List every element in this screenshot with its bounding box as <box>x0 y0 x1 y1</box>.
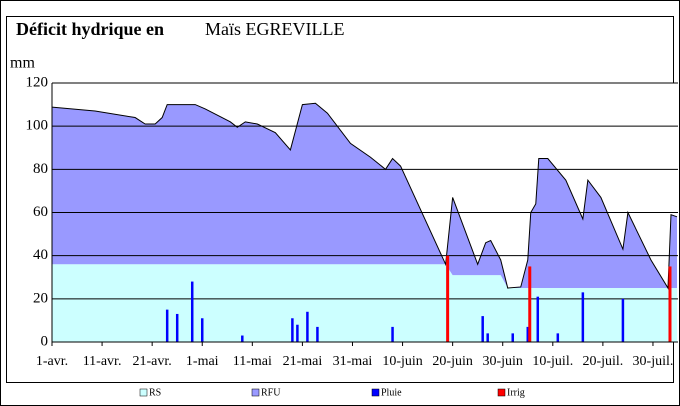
chart-title: Déficit hydrique en <box>16 19 164 39</box>
x-tick-label: 20-juil. <box>582 354 623 369</box>
bar-pluie <box>481 316 484 342</box>
legend-label: Pluie <box>381 387 402 398</box>
x-tick-label: 30-juil. <box>633 354 674 369</box>
y-tick-label: 60 <box>33 204 48 220</box>
area-rs <box>52 264 677 342</box>
y-tick-label: 20 <box>33 290 48 306</box>
bar-pluie <box>486 333 489 342</box>
x-tick-label: 11-mai <box>233 354 272 369</box>
bar-pluie <box>175 313 179 342</box>
x-tick-label: 21-avr. <box>133 354 172 369</box>
bar-pluie <box>165 309 169 342</box>
x-tick-label: 20-juin <box>432 354 472 369</box>
y-tick-label: 40 <box>33 247 48 263</box>
bar-pluie <box>296 324 299 342</box>
area-rfu <box>52 103 677 289</box>
bar-pluie <box>200 318 204 342</box>
y-tick-label: 0 <box>41 333 49 349</box>
legend-swatch <box>371 388 380 397</box>
chart-subtitle: Maïs EGREVILLE <box>205 19 344 39</box>
bar-pluie <box>581 292 585 342</box>
bar-pluie <box>306 311 309 342</box>
x-tick-label: 31-mai <box>333 354 373 369</box>
bar-irrig <box>528 266 532 342</box>
y-axis-label: mm <box>10 55 35 72</box>
x-tick-label: 10-juin <box>382 354 422 369</box>
bar-pluie <box>190 281 194 342</box>
bar-pluie <box>556 333 560 342</box>
legend-swatch <box>497 388 506 397</box>
area-rfu-outline <box>51 102 678 290</box>
bar-pluie <box>536 296 540 342</box>
x-tick-label: 21-mai <box>283 354 323 369</box>
legend-label: RFU <box>261 387 281 398</box>
legend-swatch <box>251 388 260 397</box>
bar-pluie <box>316 326 319 342</box>
bar-pluie <box>391 326 394 342</box>
legend-swatch <box>139 388 148 397</box>
x-tick-label: 1-mai <box>186 354 219 369</box>
bar-pluie <box>621 298 625 342</box>
bar-irrig <box>668 266 672 342</box>
bar-pluie <box>241 335 244 342</box>
x-tick-label: 10-juil. <box>532 354 573 369</box>
y-tick-label: 100 <box>26 118 49 134</box>
x-tick-label: 11-avr. <box>83 354 122 369</box>
bar-pluie <box>526 326 530 342</box>
legend-label: RS <box>149 387 161 398</box>
bar-pluie <box>291 318 294 342</box>
y-tick-label: 120 <box>26 74 49 90</box>
bar-irrig <box>446 255 450 342</box>
legend-label: Irrig <box>507 387 525 398</box>
bar-pluie <box>511 333 514 342</box>
x-tick-label: 30-juin <box>482 354 522 369</box>
y-tick-label: 80 <box>33 161 48 177</box>
x-tick-label: 1-avr. <box>36 354 68 369</box>
